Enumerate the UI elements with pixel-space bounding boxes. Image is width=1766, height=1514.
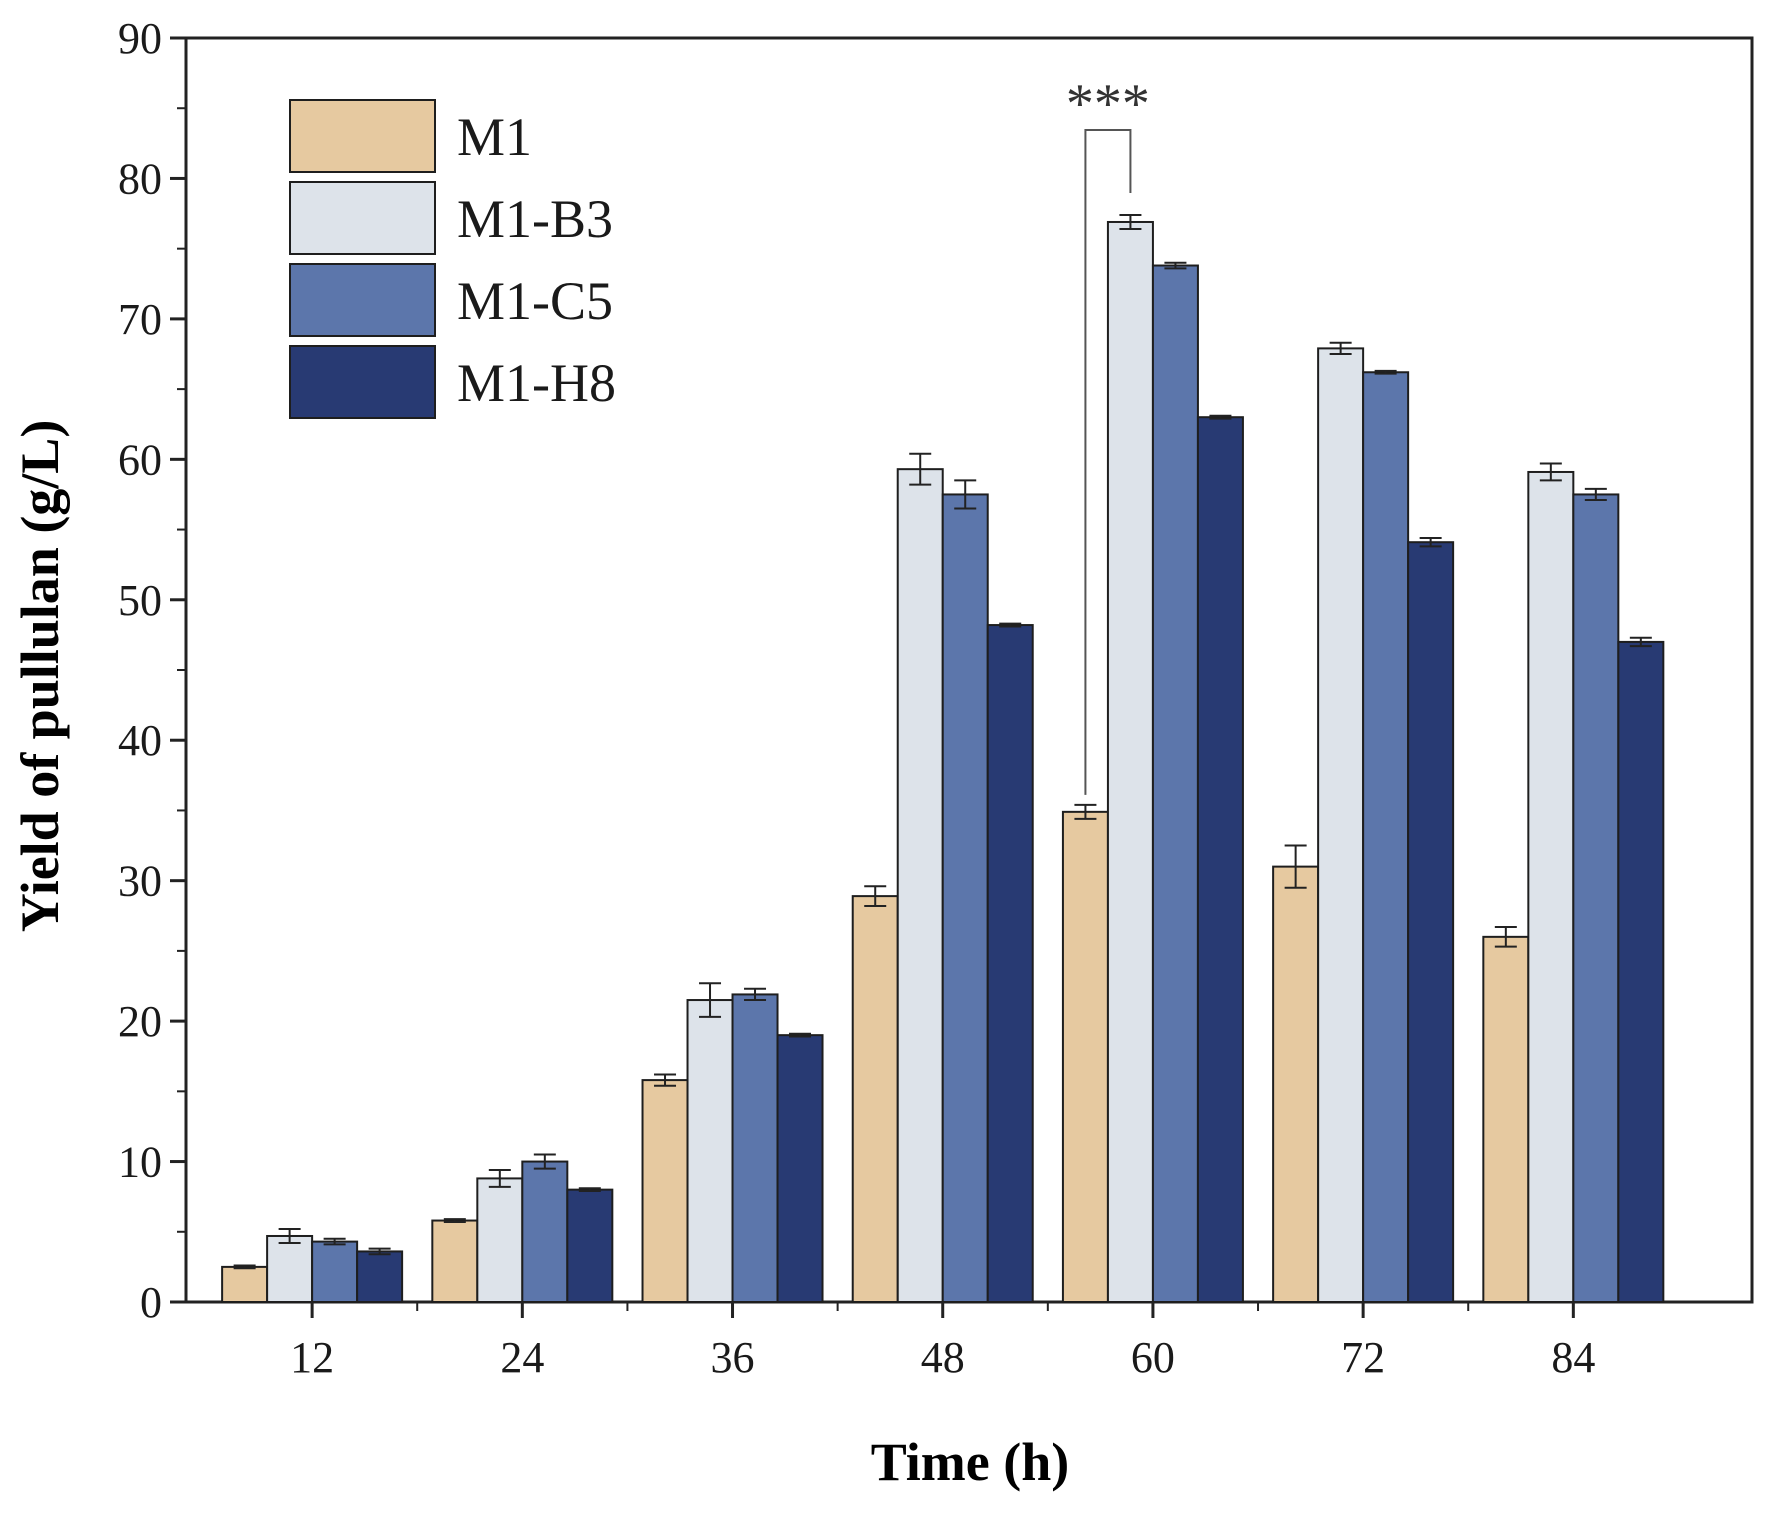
legend-label: M1-H8 [457,353,616,413]
bar-M1-H8-24 [566,1188,614,1303]
error-bar-M1-H8-12 [368,1247,391,1256]
legend-item-M1-B3: M1-B3 [289,181,613,255]
x-axis: 12 24 36 48 60 72 84 [290,1302,1595,1382]
error-bar-M1-B3-84 [1539,462,1562,482]
bar-M1-60 [1061,810,1109,1303]
y-tick-label: 20 [118,997,162,1046]
error-bar-M1-36 [654,1073,677,1087]
legend-swatch [289,181,436,255]
y-tick-label: 70 [118,295,162,344]
error-bar-M1-C5-60 [1164,261,1187,270]
error-bar-M1-C5-84 [1584,487,1607,502]
bar-M1-C5-36 [731,993,779,1304]
significance-annotation: *** [1066,73,1150,795]
bar-M1-B3-36 [686,999,734,1303]
error-bar-M1-12 [233,1264,256,1270]
significance-label: *** [1066,73,1150,135]
y-axis: 0 10 20 30 40 50 60 70 80 90 [118,14,186,1327]
bar-M1-C5-84 [1572,493,1620,1303]
error-bar-M1-84 [1494,926,1517,948]
bar-M1-B3-12 [266,1234,314,1303]
bar-M1-C5-12 [311,1240,359,1303]
legend-label: M1-B3 [457,189,613,249]
y-tick-label: 60 [118,435,162,484]
bar-M1-H8-36 [776,1034,824,1303]
bar-M1-B3-24 [476,1177,524,1304]
error-bar-M1-B3-48 [909,452,932,486]
error-bar-M1-H8-60 [1209,414,1232,420]
bar-M1-H8-60 [1196,416,1244,1303]
bars [221,220,1665,1304]
bar-M1-C5-72 [1362,371,1410,1304]
x-tick-label: 36 [711,1333,755,1382]
error-bars [233,213,1652,1270]
bar-M1-36 [641,1079,689,1303]
x-tick-label: 84 [1551,1333,1595,1382]
bar-M1-C5-24 [521,1160,569,1303]
error-bar-M1-C5-72 [1374,369,1397,375]
bar-M1-H8-84 [1617,640,1665,1303]
x-axis-title: Time (h) [871,1432,1070,1492]
x-tick-label: 60 [1131,1333,1175,1382]
bar-M1-B3-60 [1106,220,1154,1304]
error-bar-M1-C5-24 [533,1153,556,1170]
error-bar-M1-B3-60 [1119,213,1142,231]
legend-swatch [289,345,436,419]
bar-M1-72 [1272,865,1320,1303]
legend: M1 M1-B3 M1-C5 M1-H8 [289,99,616,419]
error-bar-M1-B3-72 [1329,341,1352,355]
error-bar-M1-H8-36 [789,1032,812,1038]
bar-M1-24 [431,1219,479,1304]
error-bar-M1-H8-24 [578,1187,601,1193]
bar-M1-48 [851,895,899,1303]
error-bar-M1-C5-36 [744,987,767,1002]
bar-M1-H8-48 [986,624,1034,1303]
error-bar-M1-B3-36 [699,982,722,1018]
y-tick-label: 30 [118,857,162,906]
legend-item-M1-C5: M1-C5 [289,263,613,337]
y-axis-title: Yield of pullulan (g/L) [10,420,70,933]
legend-item-M1-H8: M1-H8 [289,345,616,419]
error-bar-M1-C5-48 [954,479,977,510]
error-bar-M1-B3-24 [488,1168,511,1188]
bar-M1-B3-48 [896,468,944,1304]
x-tick-label: 72 [1341,1333,1385,1382]
x-tick-label: 12 [290,1333,334,1382]
bar-M1-C5-48 [941,493,989,1303]
error-bar-M1-H8-72 [1419,536,1442,548]
x-tick-label: 24 [500,1333,544,1382]
y-tick-label: 0 [140,1278,162,1327]
y-tick-label: 40 [118,716,162,765]
error-bar-M1-24 [443,1218,466,1223]
y-tick-label: 10 [118,1138,162,1187]
legend-label: M1-C5 [457,271,613,331]
error-bar-M1-H8-48 [999,622,1022,628]
bar-M1-84 [1482,935,1530,1303]
error-bar-M1-60 [1074,803,1097,820]
error-bar-M1-72 [1284,844,1307,889]
legend-swatch [289,263,436,337]
error-bar-M1-C5-12 [323,1237,346,1246]
y-tick-label: 90 [118,14,162,63]
y-tick-label: 80 [118,154,162,203]
bar-M1-B3-72 [1317,347,1365,1304]
bar-M1-12 [221,1265,269,1304]
significance-bracket [1084,128,1132,795]
legend-item-M1: M1 [289,99,532,173]
bar-M1-B3-84 [1527,470,1575,1303]
x-tick-label: 48 [921,1333,965,1382]
legend-label: M1 [457,107,532,167]
bar-M1-H8-12 [356,1250,404,1303]
bar-M1-C5-60 [1151,264,1199,1303]
legend-swatch [289,99,436,173]
bar-M1-H8-72 [1407,541,1455,1303]
error-bar-M1-48 [864,885,887,907]
y-tick-label: 50 [118,576,162,625]
error-bar-M1-H8-84 [1629,636,1652,648]
error-bar-M1-B3-12 [278,1227,301,1245]
